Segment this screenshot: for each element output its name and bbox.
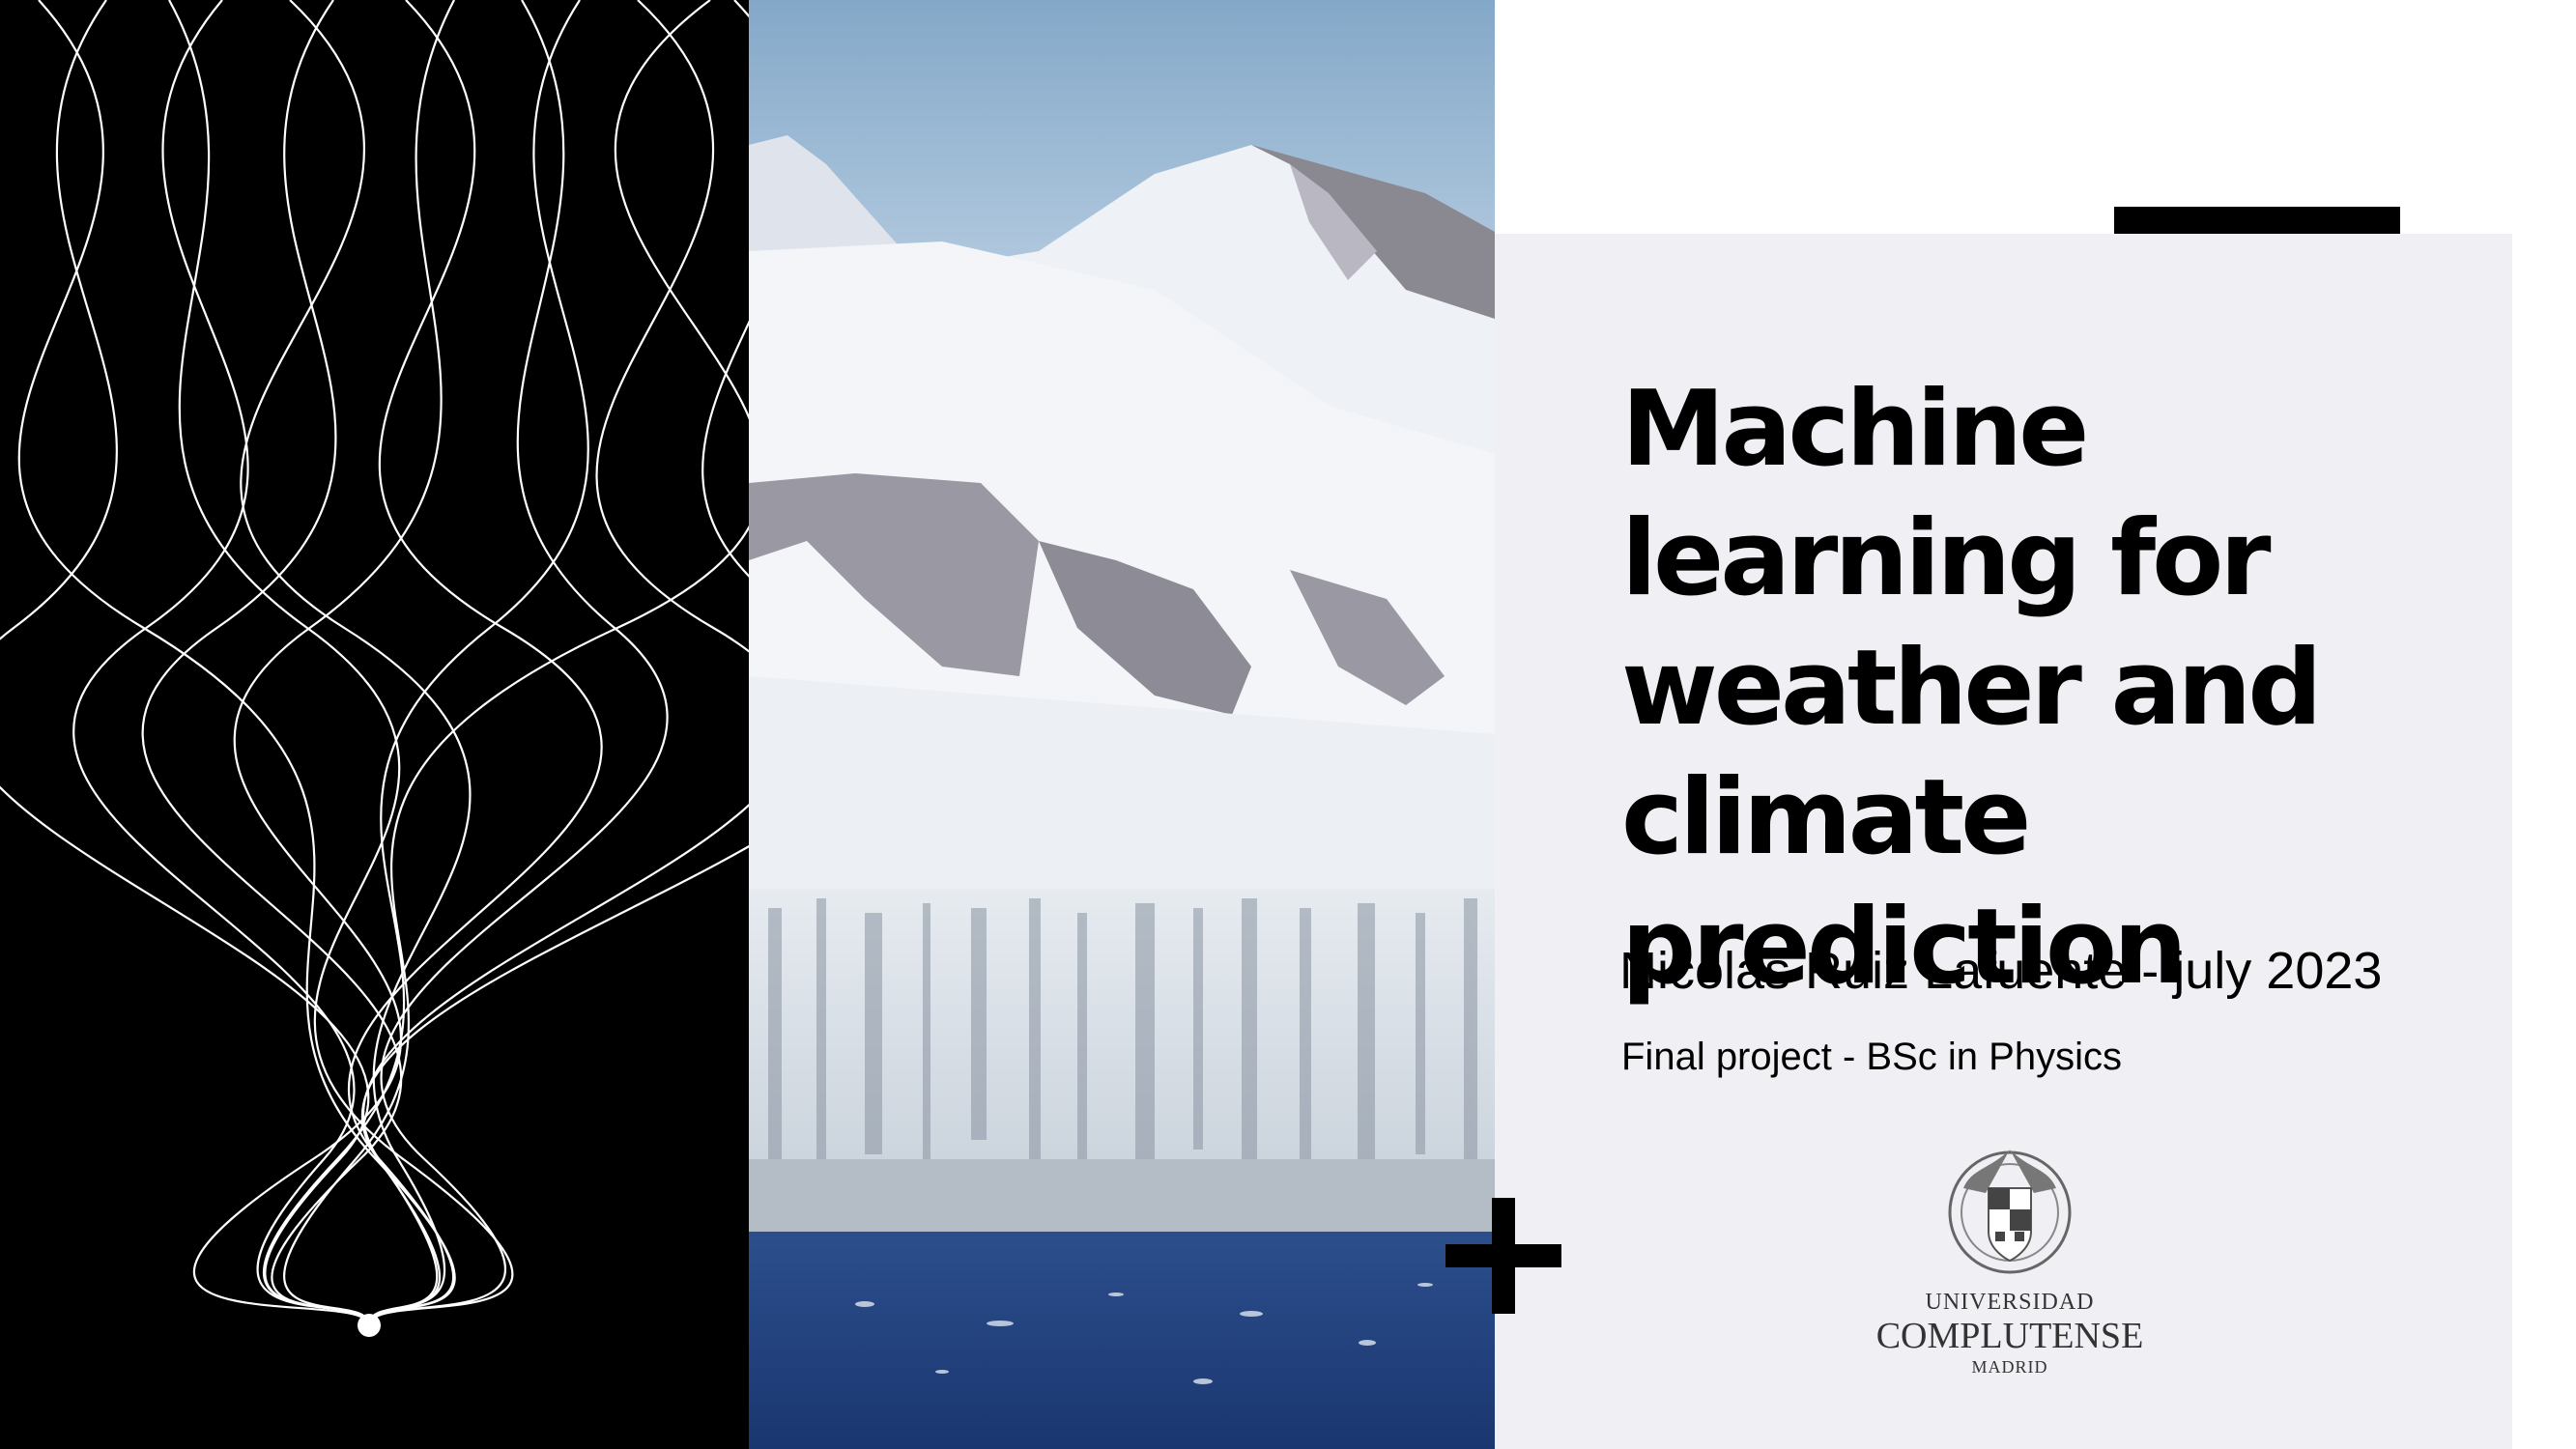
flowing-line [262,0,589,1326]
flowing-line [283,0,749,1326]
university-crest-icon [1948,1150,2072,1274]
convergence-dot [358,1314,381,1337]
slide-title: Machine learning for weather and climate… [1621,369,2323,1008]
university-logo: UNIVERSIDAD COMPLUTENSE MADRID [1865,1140,2155,1391]
flowing-line [367,0,669,1326]
author-line: Nicolás Ruiz Lafuente - july 2023 [1619,942,2383,1000]
flowing-lines-graphic [0,0,749,1337]
decorative-curves-panel [0,0,749,1449]
flowing-line [17,0,456,1326]
project-line: Final project - BSc in Physics [1621,1036,2122,1078]
logo-text-complutense: COMPLUTENSE [1875,1316,2144,1356]
flowing-line [192,0,455,1326]
glacier-photo [749,0,1495,1449]
accent-bar [2114,207,2400,234]
plus-icon-vertical [1492,1198,1515,1314]
flowing-line [240,0,472,1326]
flowing-line [141,0,403,1326]
flowing-line [348,0,603,1326]
flowing-line [361,0,749,1326]
flowing-line [0,0,371,1326]
flowing-line [72,0,371,1326]
flowing-line [168,0,514,1326]
flowing-line [360,0,749,1326]
logo-text-madrid: MADRID [1971,1357,2048,1377]
logo-text-universidad: UNIVERSIDAD [1925,1290,2095,1315]
